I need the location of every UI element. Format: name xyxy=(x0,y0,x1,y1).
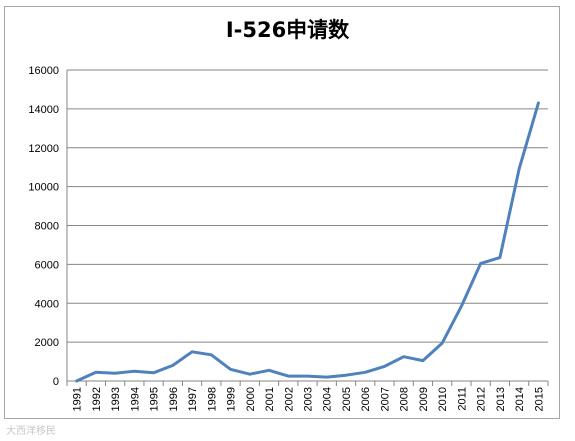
y-tick-label: 0 xyxy=(53,376,59,388)
x-tick-label: 1992 xyxy=(91,387,103,411)
series-line xyxy=(75,101,540,383)
y-tick-label: 10000 xyxy=(28,182,59,194)
y-tick-label: 4000 xyxy=(35,298,59,310)
x-tick-label: 2011 xyxy=(456,387,468,411)
y-tick-label: 8000 xyxy=(35,221,59,233)
x-tick-label: 1999 xyxy=(226,387,238,411)
x-tick-label: 2008 xyxy=(399,387,411,411)
x-tick-label: 1997 xyxy=(187,387,199,411)
x-tick-label: 1993 xyxy=(110,387,122,411)
x-tick-label: 1998 xyxy=(206,387,218,411)
chart-title: I-526申请数 xyxy=(225,18,350,42)
x-tick-label: 2009 xyxy=(418,387,430,411)
x-tick-label: 2003 xyxy=(303,387,315,411)
x-tick-label: 1991 xyxy=(72,387,84,411)
y-tick-label: 14000 xyxy=(28,104,59,116)
x-tick-label: 2014 xyxy=(514,387,526,411)
x-tick-label: 1995 xyxy=(149,387,161,411)
chart-frame xyxy=(4,6,560,419)
x-tick-label: 2004 xyxy=(322,387,334,411)
x-tick-label: 2006 xyxy=(360,387,372,411)
x-tick-label: 2001 xyxy=(264,387,276,411)
x-tick-label: 2013 xyxy=(495,387,507,411)
x-tick-label: 2002 xyxy=(283,387,295,411)
x-tick-label: 2000 xyxy=(245,387,257,411)
y-tick-label: 12000 xyxy=(28,143,59,155)
x-tick-label: 2015 xyxy=(533,387,545,411)
y-tick-label: 2000 xyxy=(35,337,59,349)
watermark-text: 大西洋移民 xyxy=(6,426,56,437)
y-tick-label: 6000 xyxy=(35,259,59,271)
x-tick-label: 2005 xyxy=(341,387,353,411)
x-tick-label: 2010 xyxy=(437,387,449,411)
x-tick-label: 1994 xyxy=(129,387,141,411)
x-tick-label: 2012 xyxy=(476,387,488,411)
x-tick-label: 2007 xyxy=(379,387,391,411)
y-tick-label: 16000 xyxy=(28,65,59,77)
x-tick-label: 1996 xyxy=(168,387,180,411)
